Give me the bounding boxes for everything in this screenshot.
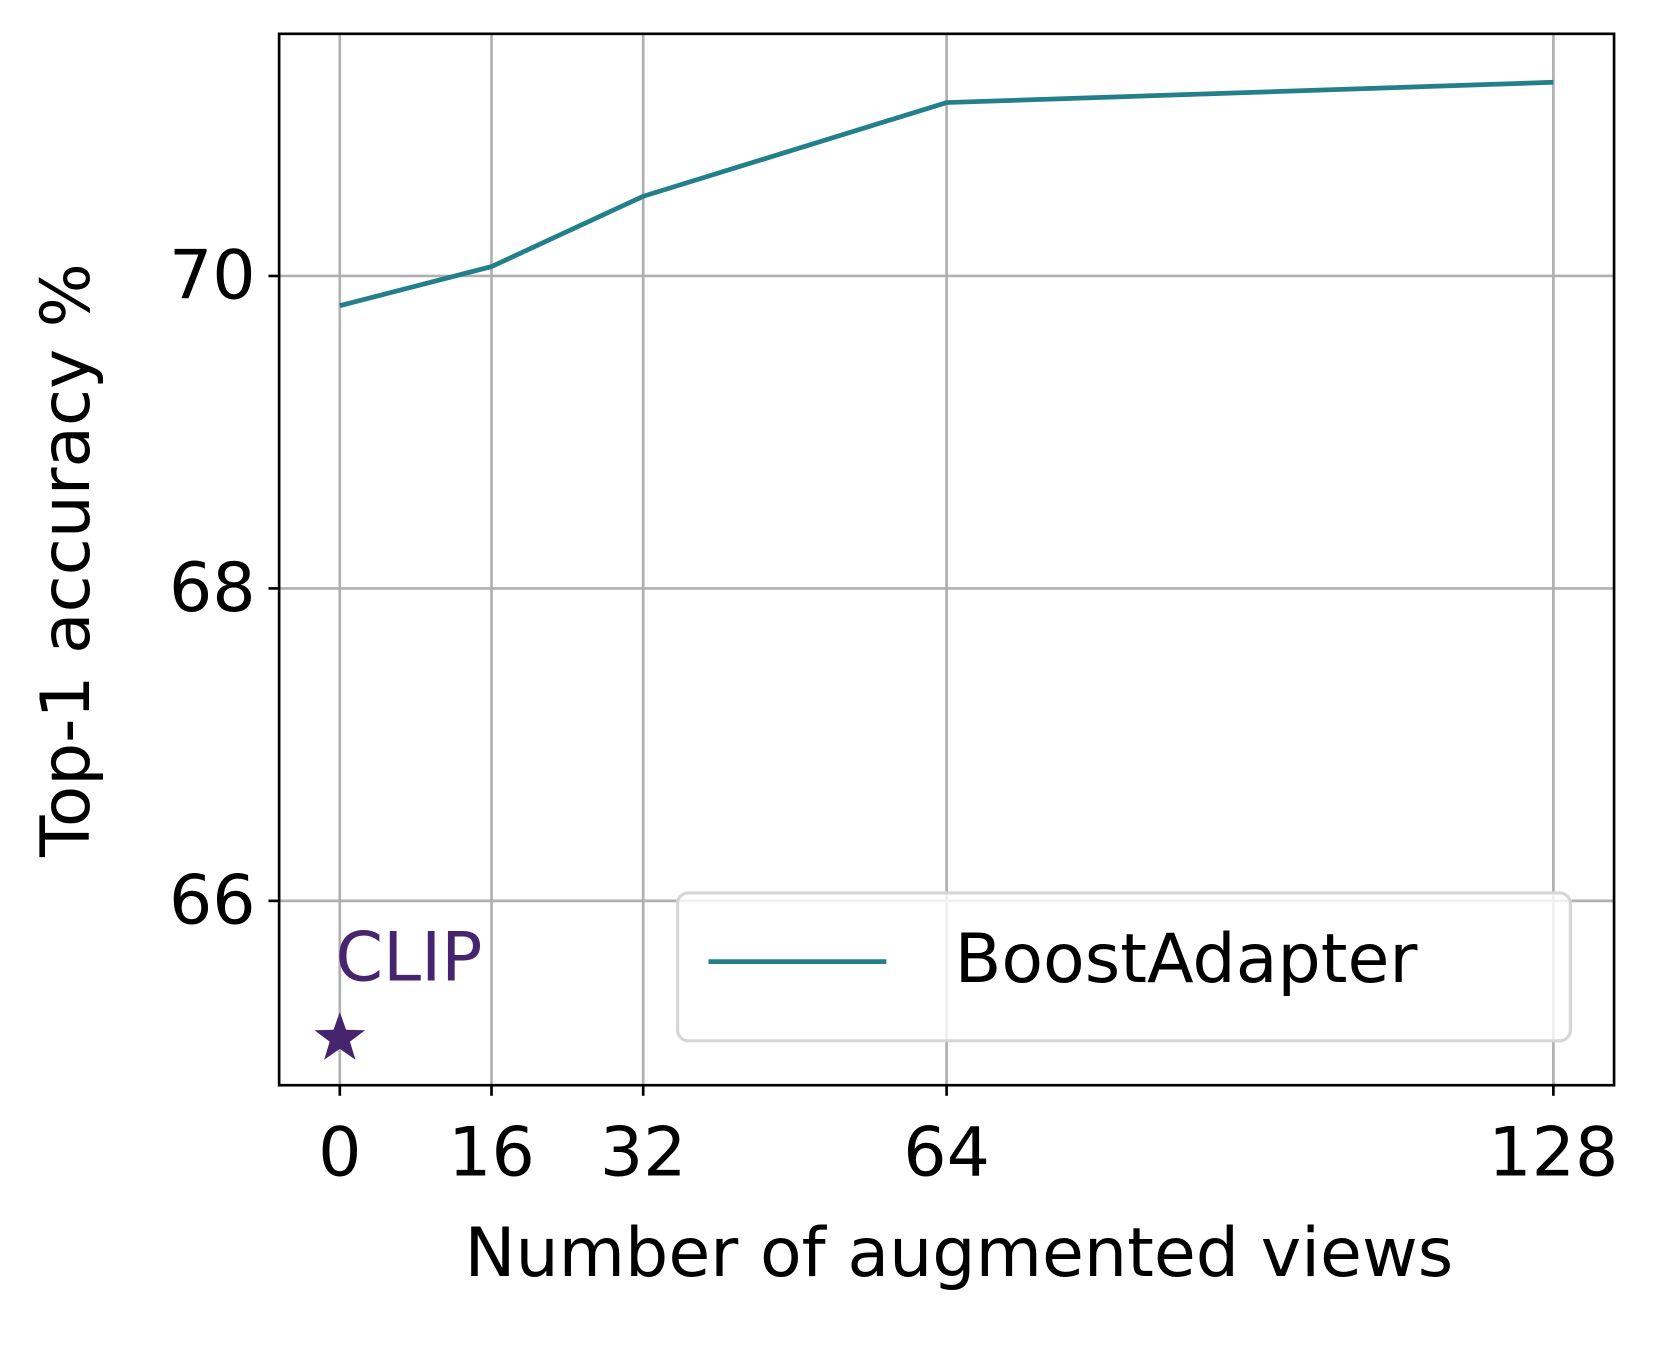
legend-box <box>675 891 1572 1043</box>
x-tick-label: 64 <box>903 1114 990 1193</box>
y-tick-label: 68 <box>169 549 256 628</box>
x-tick-label: 16 <box>448 1114 535 1193</box>
point-label: CLIP <box>336 919 483 998</box>
line <box>339 79 1554 308</box>
y-tick-label: 66 <box>169 862 256 941</box>
plot-frame <box>277 32 1616 1087</box>
star-marker <box>314 1011 366 1060</box>
legend-label: BoostAdapter <box>955 920 1418 999</box>
y-tick-label: 70 <box>169 237 256 316</box>
x-tick-label: 128 <box>1488 1114 1618 1193</box>
x-tick-label: 32 <box>600 1114 687 1193</box>
x-tick-label: 0 <box>318 1114 361 1193</box>
x-axis-label: Number of augmented views <box>464 1214 1453 1293</box>
y-axis-label: Top-1 accuracy % <box>27 263 106 858</box>
